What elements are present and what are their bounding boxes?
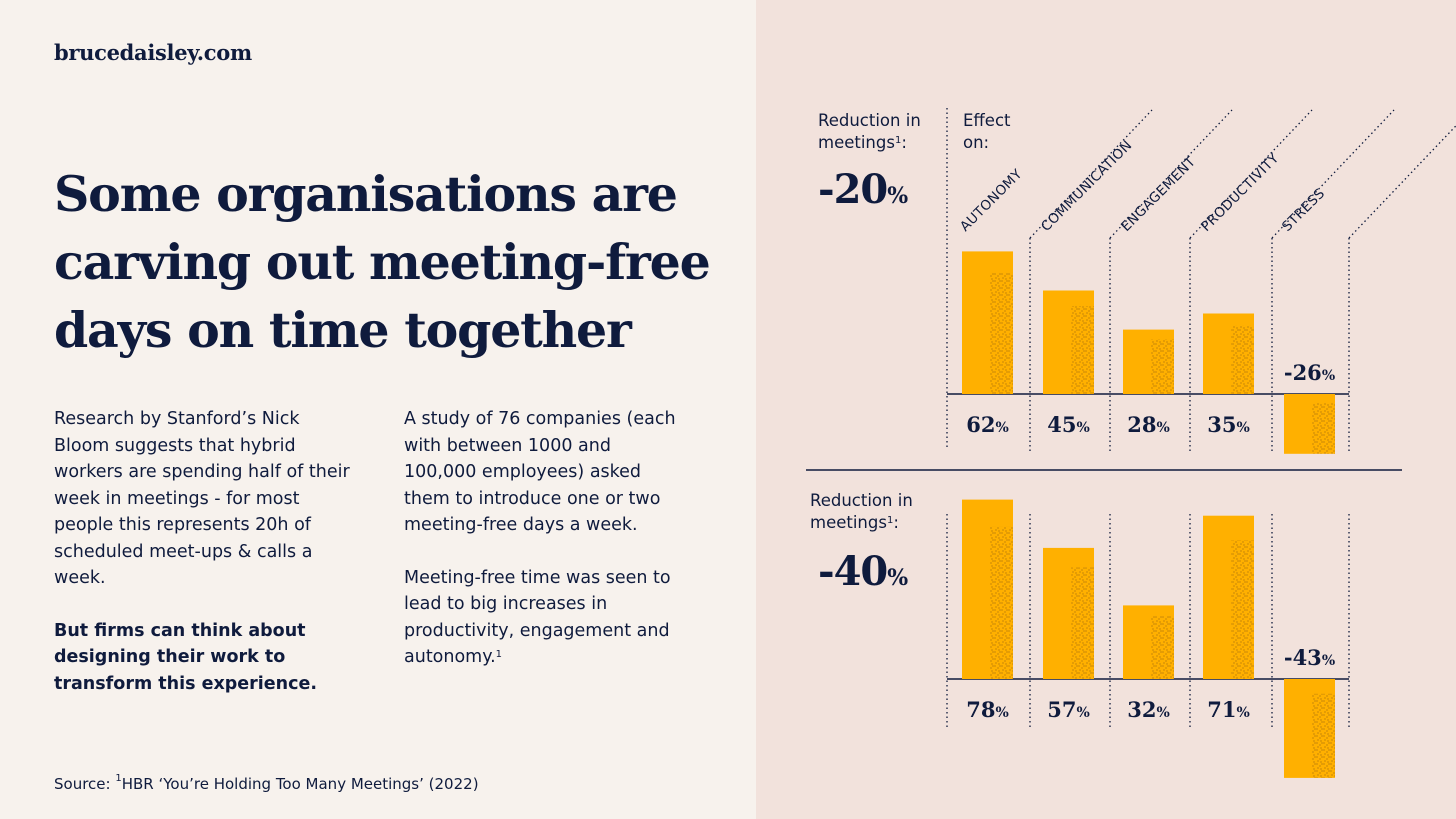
brand-logo[interactable]: brucedaisley.com [54,40,252,65]
data-label-unit: % [995,705,1008,721]
reduction-label-1-line1: Reduction in [818,111,921,130]
source-footnote: 1 [115,773,122,784]
reduction-label-1: Reduction in meetings1: [818,110,921,154]
reduction-label-2-colon: : [893,513,899,532]
category-label: ENGAGEMENT [1118,153,1199,234]
reduction-label-1-footnote: 1 [894,135,902,146]
reduction-value-1: -20% [818,166,908,213]
category-label: PRODUCTIVITY [1198,150,1283,235]
data-label-value: 71 [1207,697,1236,722]
findings-text: Meeting-free time was seen to lead to bi… [404,567,671,668]
data-label: -43% [1284,645,1335,670]
data-label-unit: % [1236,420,1249,436]
reduction-label-2: Reduction in meetings1: [810,490,913,534]
data-label-unit: % [1322,653,1335,669]
bar-texture [1312,402,1335,454]
reduction-value-2-number: -40 [818,548,888,595]
data-label: 71% [1207,697,1250,722]
source-text: HBR ‘You’re Holding Too Many Meetings’ (… [121,775,479,793]
data-label-value: -43 [1284,645,1322,670]
research-paragraph: Research by Stanford’s Nick Bloom sugges… [54,409,350,588]
data-label: 45% [1047,412,1090,437]
data-label: 28% [1127,412,1170,437]
source-prefix: Source: [54,775,116,793]
effect-label: Effect on: [963,110,1011,154]
right-text-column: A study of 76 companies (each with betwe… [404,406,679,697]
left-text-column: Research by Stanford’s Nick Bloom sugges… [54,406,354,723]
findings-paragraph: Meeting-free time was seen to lead to bi… [404,565,679,671]
data-label: 78% [966,697,1009,722]
reduction-label-1-colon: : [901,133,907,152]
data-label: 62% [966,412,1009,437]
reduction-value-1-unit: % [887,183,909,209]
data-label: 32% [1127,697,1170,722]
reduction-label-1-line2: meetings [818,133,895,152]
bar-texture [1231,325,1254,394]
bar-texture [1071,567,1094,679]
findings-footnote: 1 [495,649,503,660]
data-label-value: 35 [1207,412,1236,437]
category-label: STRESS [1279,186,1328,235]
reduction-label-2-line1: Reduction in [810,491,913,510]
data-label-unit: % [1156,705,1169,721]
left-panel [0,0,756,819]
data-label-unit: % [1156,420,1169,436]
page-title: Some organisations are carving out meeti… [54,165,711,359]
effect-label-line2: on: [963,133,990,152]
bar-texture [1231,540,1254,679]
data-label-value: 28 [1127,412,1156,437]
data-label-value: 32 [1127,697,1156,722]
data-label-value: -26 [1284,360,1322,385]
data-label-unit: % [1322,368,1335,384]
effect-label-line1: Effect [963,111,1011,130]
category-label: AUTONOMY [957,166,1026,235]
bar-texture [990,526,1013,679]
chart-panel [756,0,1456,819]
key-message: But firms can think about designing thei… [54,620,318,694]
bar-texture [1151,616,1174,679]
data-label: -26% [1284,360,1335,385]
bar-texture [1312,693,1335,778]
data-label: 35% [1207,412,1250,437]
reduction-value-2: -40% [818,548,908,595]
header-diagonal-5 [1348,124,1456,239]
reduction-value-1-number: -20 [818,166,888,213]
data-label: 57% [1047,697,1090,722]
source-citation: Source: 1HBR ‘You’re Holding Too Many Me… [54,773,479,793]
data-label-value: 78 [966,697,995,722]
bar-texture [990,272,1013,394]
bar-texture [1151,339,1174,394]
reduction-label-2-line2: meetings [810,513,887,532]
data-label-value: 57 [1047,697,1076,722]
bar-texture [1071,306,1094,394]
data-label-value: 45 [1047,412,1076,437]
data-label-unit: % [1076,420,1089,436]
data-label-unit: % [1076,705,1089,721]
reduction-value-2-unit: % [887,565,909,591]
data-label-value: 62 [966,412,995,437]
study-paragraph: A study of 76 companies (each with betwe… [404,409,676,535]
data-label-unit: % [1236,705,1249,721]
reduction-label-2-footnote: 1 [886,515,894,526]
data-label-unit: % [995,420,1008,436]
